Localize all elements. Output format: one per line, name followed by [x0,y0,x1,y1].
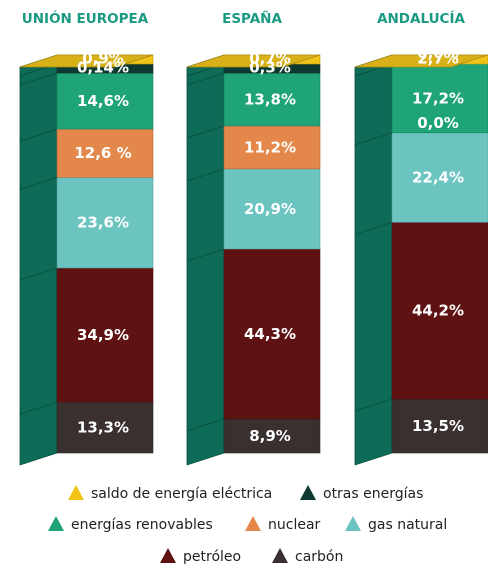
data-label-saldo-de-energia-electrica: 0,9% [82,50,124,68]
side-energias-renovables [354,63,393,146]
legend-item-gas-natural: gas natural [345,516,447,533]
data-label-carbon: 13,5% [412,417,464,435]
data-label-petroleo: 44,3% [244,325,296,343]
column-titles: UNIÓN EUROPEA ESPAÑA ANDALUCÍA [22,9,466,27]
side-petroleo [19,267,58,415]
bar-energias-renovables [223,72,321,127]
bar-energias-renovables [391,63,488,134]
data-label-energias-renovables: 13,8% [244,90,296,108]
legend-item-nuclear: nuclear [245,516,321,533]
side-gas-natural [354,132,393,235]
legend-swatch-nuclear [245,516,261,531]
bar-petroleo [223,248,321,420]
data-label-nuclear: 0,0% [417,114,459,132]
legend-swatch-otras-energias [300,485,316,500]
data-label-nuclear: 12,6 % [74,144,131,162]
bar-gas-natural [56,177,154,269]
bar-petroleo [391,222,488,400]
column-andalucia: 13,5%44,2%22,4%17,2%0,0%2,7%0,0% [354,44,488,466]
bar-carbon [391,398,488,454]
data-label-energias-renovables: 14,6% [77,92,129,110]
data-label-saldo-de-energia-electrica: 0,7% [249,50,291,68]
legend-label-gas-natural: gas natural [368,517,447,533]
bar-energias-renovables [56,72,154,130]
data-label-otras-energias: 0,14% [77,59,129,77]
legend-swatch-energias-renovables [48,516,64,531]
legend-item-otras-energias: otras energías [300,485,423,502]
data-label-nuclear: 11,2% [244,138,296,156]
column-title-union-europea: UNIÓN EUROPEA [22,9,149,27]
legend-item-carbon: carbón [272,548,343,565]
legend-swatch-petroleo [160,548,176,563]
legend-item-energias-renovables: energías renovables [48,516,213,533]
data-label-gas-natural: 20,9% [244,200,296,218]
bar-nuclear [223,125,321,170]
data-label-saldo-de-energia-electrica: 2,7% [417,50,459,68]
bar-gas-natural [223,168,321,250]
data-label-gas-natural: 23,6% [77,214,129,232]
column-union-europea: 13,3% 34,9% 23,6% 12,6 % 14,6% 0,14%0,9% [19,50,154,466]
legend-label-carbon: carbón [295,549,343,565]
legend-item-petroleo: petróleo [160,548,241,565]
bar-carbon [56,401,154,454]
side-gas-natural [186,168,225,262]
bar-carbon [223,418,321,454]
data-label-carbon: 8,9% [249,427,291,445]
data-label-otras-energias: 0,3% [249,59,291,77]
legend-label-saldo-de-energia-electrica: saldo de energía eléctrica [91,486,272,502]
column-top-face [186,54,321,68]
data-label-petroleo: 44,2% [412,302,464,320]
data-label-gas-natural: 22,4% [412,169,464,187]
data-label-petroleo: 34,9% [77,326,129,344]
legend-item-saldo-de-energia-electrica: saldo de energía eléctrica [68,485,272,502]
side-petroleo [354,221,393,412]
column-espana: 8,9% 44,3% 20,9% 11,2% 13,8% 0,3%0,7% [186,50,321,466]
data-label-energias-renovables: 17,2% [412,89,464,107]
legend: saldo de energía eléctrica otras energías… [48,485,447,565]
bar-nuclear [56,128,154,178]
legend-swatch-saldo-de-energia-electrica [68,485,84,500]
data-label-otras-energias: 0,0% [417,44,459,62]
column-top-face [19,54,154,68]
bar-gas-natural [391,132,488,223]
column-top-face [354,54,488,68]
legend-label-petroleo: petróleo [183,549,241,565]
legend-label-energias-renovables: energías renovables [71,517,213,533]
legend-swatch-carbon [272,548,288,563]
side-petroleo [186,248,225,432]
legend-label-nuclear: nuclear [268,517,321,533]
data-label-carbon: 13,3% [77,418,129,436]
legend-label-otras-energias: otras energías [323,486,423,502]
legend-swatch-gas-natural [345,516,361,531]
column-title-espana: ESPAÑA [222,10,282,27]
bar-petroleo [56,267,154,403]
side-gas-natural [19,176,58,281]
columns-group: 13,3% 34,9% 23,6% 12,6 % 14,6% 0,14%0,9% 8,9% 4… [19,44,488,466]
column-title-andalucia: ANDALUCÍA [377,10,465,27]
